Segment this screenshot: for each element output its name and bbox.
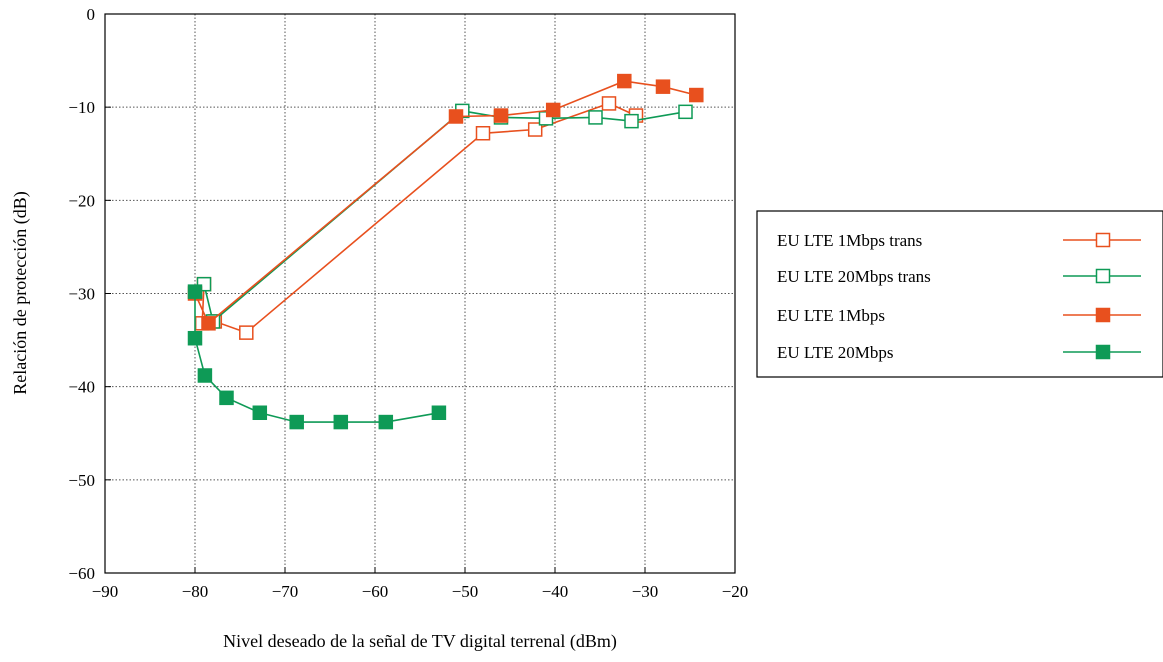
data-point bbox=[187, 330, 203, 346]
data-point bbox=[239, 325, 254, 340]
data-point bbox=[431, 405, 447, 421]
series-2 bbox=[196, 103, 693, 329]
x-tick-label: −70 bbox=[272, 582, 299, 601]
x-tick-label: −40 bbox=[542, 582, 569, 601]
data-point bbox=[689, 87, 704, 103]
series-3 bbox=[187, 73, 704, 331]
data-point bbox=[333, 414, 349, 430]
data-point bbox=[588, 110, 603, 125]
data-point bbox=[527, 122, 543, 137]
data-point bbox=[601, 96, 617, 111]
legend-label: EU LTE 1Mbps bbox=[777, 306, 885, 325]
legend-box bbox=[756, 210, 1163, 378]
series-layer bbox=[187, 73, 704, 430]
data-point bbox=[1095, 344, 1111, 360]
x-tick-label: −30 bbox=[632, 582, 659, 601]
series-1 bbox=[194, 96, 644, 340]
y-tick-label: −20 bbox=[68, 191, 95, 210]
x-tick-label: −80 bbox=[182, 582, 209, 601]
x-axis-label: Nivel deseado de la señal de TV digital … bbox=[223, 631, 617, 652]
y-tick-label: 0 bbox=[87, 5, 96, 24]
legend: EU LTE 1Mbps trans EU LTE 20Mbps trans EU … bbox=[756, 210, 1163, 378]
series-line bbox=[194, 80, 697, 325]
data-point bbox=[617, 73, 632, 89]
legend-item: EU LTE 1Mbps trans bbox=[777, 231, 1141, 250]
data-point bbox=[201, 316, 216, 331]
x-tick-label: −20 bbox=[722, 582, 749, 601]
y-tick-label: −50 bbox=[68, 471, 95, 490]
data-point bbox=[678, 104, 693, 120]
y-axis-label: Relación de protección (dB) bbox=[10, 191, 31, 394]
data-point bbox=[1095, 307, 1111, 323]
y-tick-label: −60 bbox=[68, 564, 95, 583]
y-tick-label: −40 bbox=[68, 378, 95, 397]
legend-item: EU LTE 20Mbps bbox=[777, 343, 1141, 362]
x-tick-label: −50 bbox=[452, 582, 479, 601]
x-tick-label: −60 bbox=[362, 582, 389, 601]
legend-label: EU LTE 1Mbps trans bbox=[777, 231, 922, 250]
data-point bbox=[187, 284, 203, 299]
data-point bbox=[1095, 268, 1111, 284]
series-line bbox=[201, 102, 637, 334]
data-point bbox=[545, 102, 561, 118]
y-tick-label: −30 bbox=[68, 285, 95, 304]
series-4 bbox=[187, 284, 447, 430]
data-point bbox=[655, 79, 671, 94]
legend-label: EU LTE 20Mbps bbox=[777, 343, 894, 362]
data-point bbox=[1095, 232, 1111, 248]
data-point bbox=[475, 126, 491, 141]
data-point bbox=[197, 368, 213, 383]
grid bbox=[105, 14, 735, 573]
legend-item: EU LTE 20Mbps trans bbox=[777, 267, 1141, 286]
series-line bbox=[203, 110, 686, 323]
data-point bbox=[448, 109, 464, 124]
data-point bbox=[493, 108, 509, 123]
data-point bbox=[378, 414, 394, 430]
data-point bbox=[252, 405, 268, 421]
axis-ticks: −90 −80 −70 −60 −50 −40 −30 −20 0 −10 −20 −30 −40 −50… bbox=[68, 5, 748, 601]
data-point bbox=[624, 113, 639, 129]
data-point bbox=[219, 390, 234, 406]
data-point bbox=[289, 414, 304, 430]
y-tick-label: −10 bbox=[68, 98, 95, 117]
legend-label: EU LTE 20Mbps trans bbox=[777, 267, 931, 286]
legend-item: EU LTE 1Mbps bbox=[777, 306, 1141, 325]
x-tick-label: −90 bbox=[92, 582, 119, 601]
